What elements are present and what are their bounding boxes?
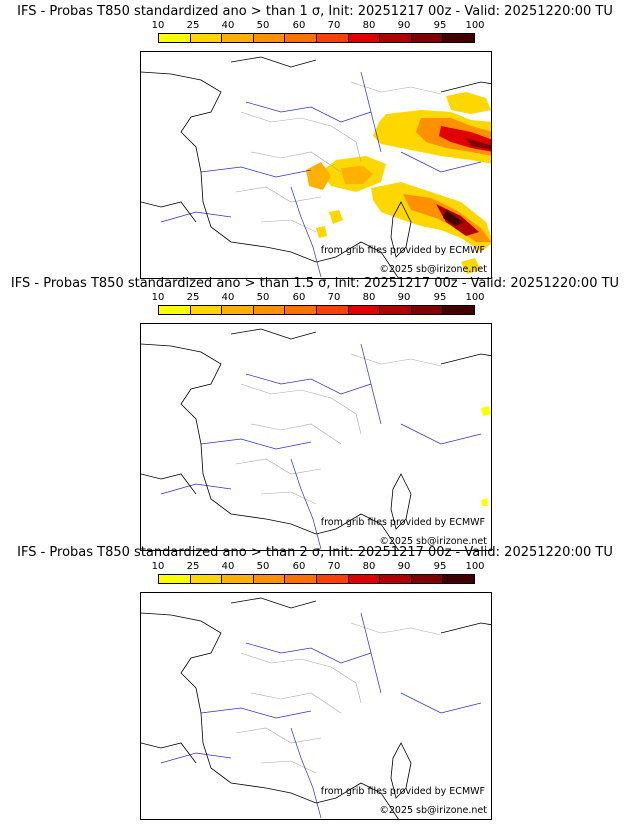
legend-label: 80 <box>362 20 376 31</box>
region-borders <box>235 81 442 233</box>
legend-label: 50 <box>256 561 270 572</box>
legend-color-swatch <box>159 575 191 583</box>
legend-color-swatch <box>190 34 223 42</box>
legend-color-swatch <box>285 34 317 42</box>
probability-map: from grib files provided by ECMWF ©2025 … <box>140 51 492 279</box>
rivers <box>160 71 482 278</box>
map-panel-2: IFS - Probas T850 standardized ano > tha… <box>0 276 630 551</box>
coastline <box>141 328 491 550</box>
legend-color-swatch <box>380 34 412 42</box>
legend-color-swatch <box>348 306 381 314</box>
legend-color-swatch <box>253 575 286 583</box>
map-svg <box>141 597 491 819</box>
legend-label: 70 <box>327 292 341 303</box>
legend-label: 60 <box>292 561 306 572</box>
legend-label: 95 <box>433 292 447 303</box>
color-scale-bar <box>158 574 475 584</box>
map-panel-1: IFS - Probas T850 standardized ano > tha… <box>0 4 630 279</box>
source-credit: from grib files provided by ECMWF <box>320 786 485 797</box>
legend-color-swatch <box>348 575 381 583</box>
legend-labels: 10 25 40 50 60 70 80 90 95 100 <box>152 561 485 573</box>
legend-label: 80 <box>362 292 376 303</box>
probability-shading <box>306 92 491 274</box>
probability-shading <box>481 406 491 506</box>
legend-color-swatch <box>190 306 223 314</box>
region-borders <box>235 622 442 774</box>
legend-label: 50 <box>256 292 270 303</box>
probability-map: from grib files provided by ECMWF ©2025 … <box>140 323 492 551</box>
legend-label: 25 <box>186 561 200 572</box>
legend-color-swatch <box>253 34 286 42</box>
legend-label: 80 <box>362 561 376 572</box>
legend-label: 100 <box>465 292 485 303</box>
legend-label: 90 <box>397 292 411 303</box>
coastline <box>141 597 491 819</box>
panel-title: IFS - Probas T850 standardized ano > tha… <box>17 4 613 19</box>
legend-color-swatch <box>253 306 286 314</box>
legend-color-swatch <box>443 575 474 583</box>
legend-label: 95 <box>433 561 447 572</box>
legend-color-swatch <box>411 575 444 583</box>
legend-color-swatch <box>222 306 254 314</box>
legend-color-swatch <box>348 34 381 42</box>
legend-label: 25 <box>186 20 200 31</box>
legend-color-swatch <box>316 306 349 314</box>
map-panel-3: IFS - Probas T850 standardized ano > tha… <box>0 545 630 820</box>
source-credit: from grib files provided by ECMWF <box>320 517 485 528</box>
legend-color-swatch <box>316 575 349 583</box>
color-scale-bar <box>158 33 475 43</box>
legend-color-swatch <box>316 34 349 42</box>
color-scale-bar <box>158 305 475 315</box>
coastline <box>141 56 491 278</box>
panel-title: IFS - Probas T850 standardized ano > tha… <box>10 276 620 291</box>
legend-labels: 10 25 40 50 60 70 80 90 95 100 <box>152 292 485 304</box>
legend-label: 95 <box>433 20 447 31</box>
legend-label: 10 <box>151 20 165 31</box>
legend-color-swatch <box>411 306 444 314</box>
copyright-credit: ©2025 sb@irizone.net <box>379 264 487 275</box>
legend-label: 60 <box>292 292 306 303</box>
legend-color-swatch <box>443 306 474 314</box>
source-credit: from grib files provided by ECMWF <box>320 245 485 256</box>
probability-map: from grib files provided by ECMWF ©2025 … <box>140 592 492 820</box>
legend-color-swatch <box>285 306 317 314</box>
legend-label: 60 <box>292 20 306 31</box>
map-svg <box>141 328 491 550</box>
legend-label: 25 <box>186 292 200 303</box>
map-svg <box>141 56 491 278</box>
legend-label: 90 <box>397 561 411 572</box>
copyright-credit: ©2025 sb@irizone.net <box>379 536 487 547</box>
legend-label: 90 <box>397 20 411 31</box>
legend-color-swatch <box>285 575 317 583</box>
legend-color-swatch <box>222 34 254 42</box>
legend-label: 70 <box>327 561 341 572</box>
legend-label: 10 <box>151 561 165 572</box>
legend-label: 40 <box>221 20 235 31</box>
legend-color-swatch <box>159 34 191 42</box>
legend-color-swatch <box>159 306 191 314</box>
legend-color-swatch <box>190 575 223 583</box>
legend-label: 100 <box>465 20 485 31</box>
legend-color-swatch <box>443 34 474 42</box>
legend-label: 40 <box>221 561 235 572</box>
legend-label: 10 <box>151 292 165 303</box>
legend-label: 40 <box>221 292 235 303</box>
legend-label: 70 <box>327 20 341 31</box>
legend-color-swatch <box>380 306 412 314</box>
legend-label: 100 <box>465 561 485 572</box>
legend-color-swatch <box>411 34 444 42</box>
legend-color-swatch <box>380 575 412 583</box>
copyright-credit: ©2025 sb@irizone.net <box>379 805 487 816</box>
panel-title: IFS - Probas T850 standardized ano > tha… <box>17 545 613 560</box>
legend-label: 50 <box>256 20 270 31</box>
legend-labels: 10 25 40 50 60 70 80 90 95 100 <box>152 20 485 32</box>
legend-color-swatch <box>222 575 254 583</box>
region-borders <box>235 353 442 505</box>
